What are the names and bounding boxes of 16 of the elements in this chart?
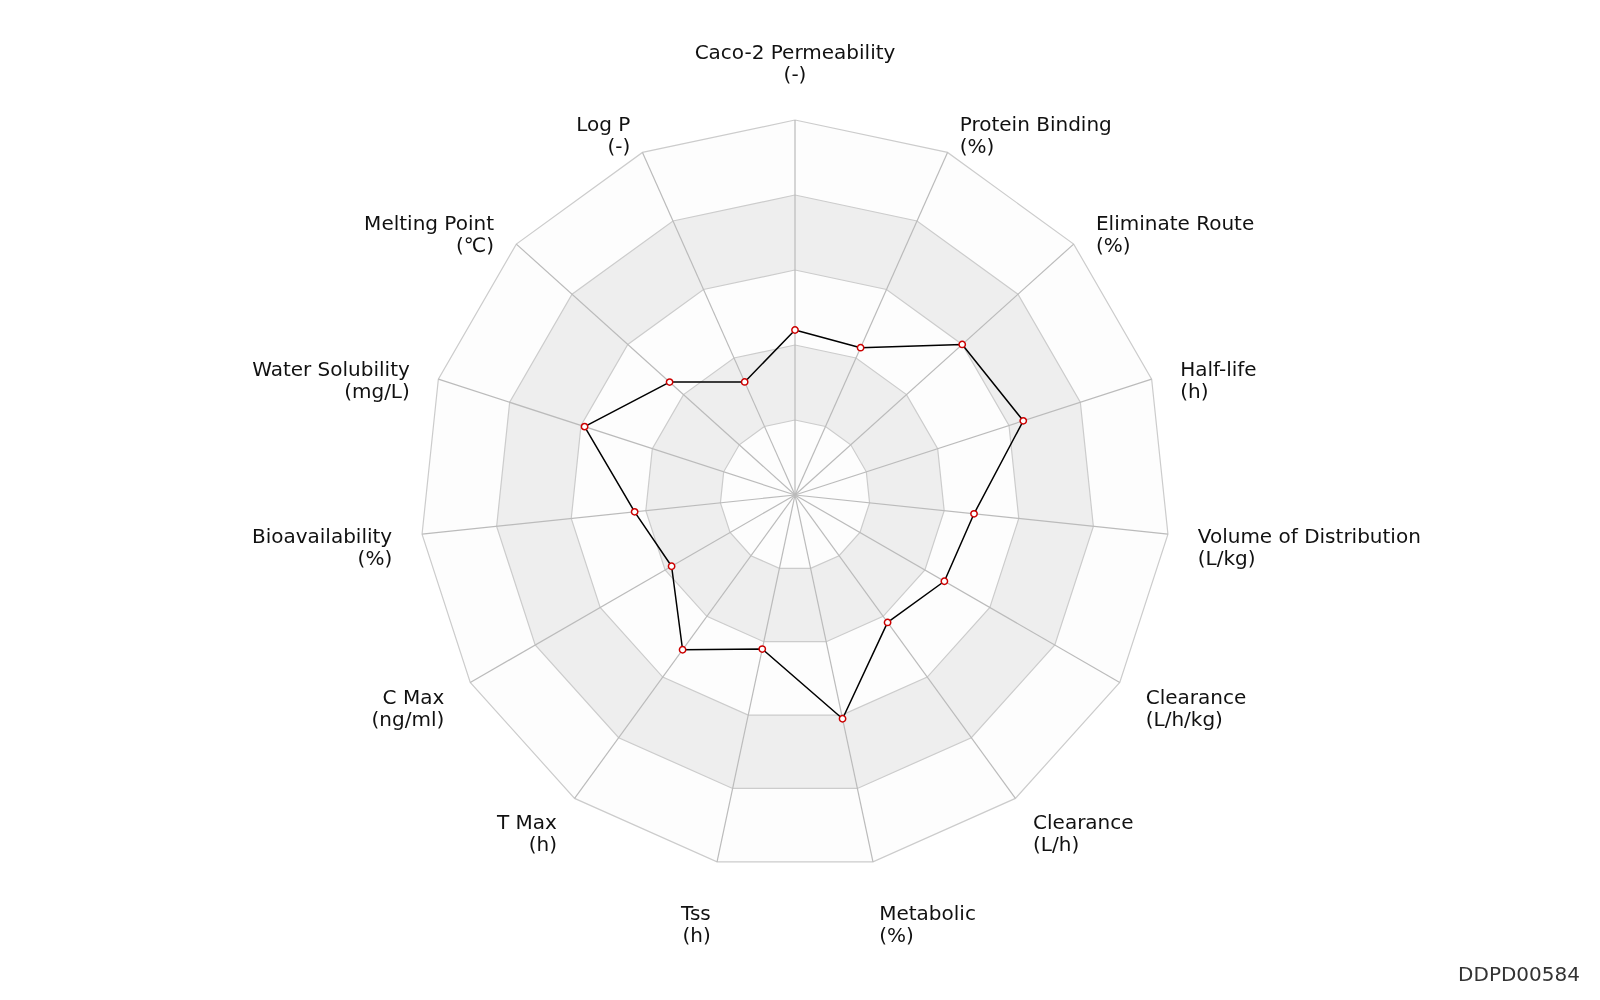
spoke-label: Metabolic (%) [879,900,976,947]
spoke-label: T Max (h) [496,809,558,856]
spoke-label: Eliminate Route (%) [1095,211,1255,257]
spoke-label: Half-life (h) [1180,356,1257,403]
spoke-label: Bioavailability (%) [251,524,393,571]
spoke-label: Water Solubility (mg/L) [252,356,410,403]
spoke-label: Tss (h) [680,900,711,947]
spoke-label: C Max (ng/ml) [371,684,445,731]
spoke-label: Volume of Distribution (L/kg) [1197,524,1421,571]
spoke-label: Clearance (L/h) [1033,809,1134,856]
spoke-label: Clearance (L/h/kg) [1145,684,1247,731]
spoke-label: Caco-2 Permeability (-) [694,39,896,86]
spoke-label: Protein Binding (%) [959,112,1112,159]
spoke-label: Melting Point (℃) [364,211,495,257]
text: DDPD00584 [1458,962,1580,986]
spoke-label: Log P (-) [576,112,631,159]
